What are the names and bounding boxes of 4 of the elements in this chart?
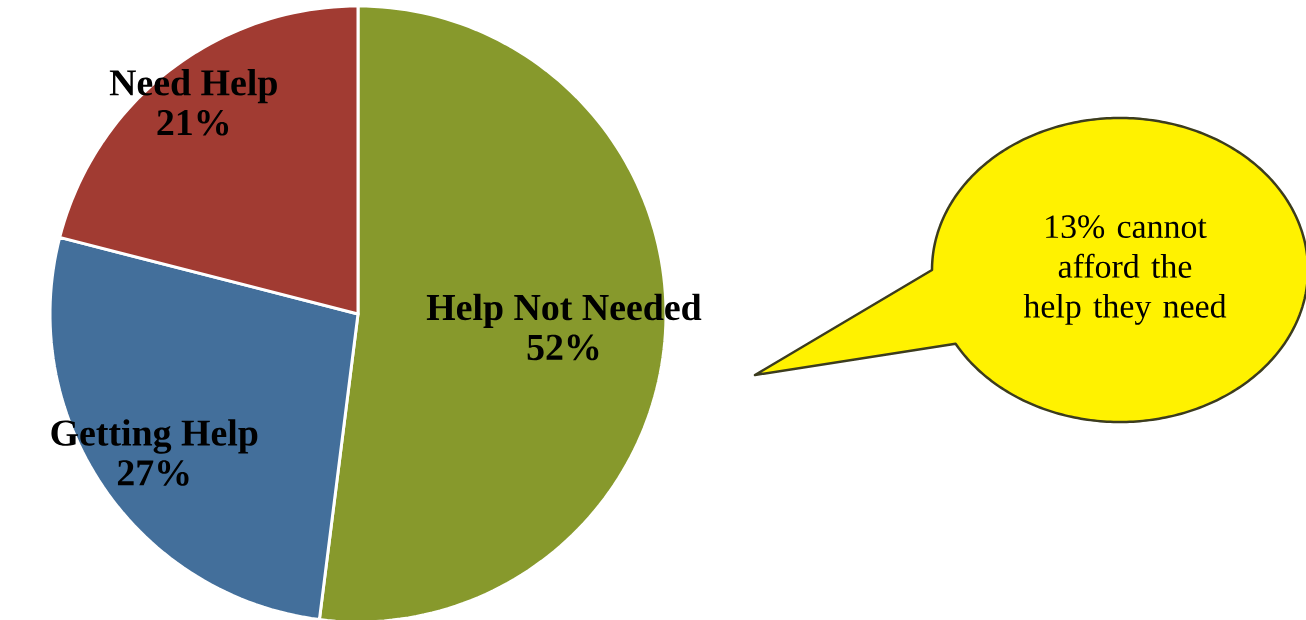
data-label: 52% [527,334,599,361]
text: 13% cannot afford the help they need [1023,215,1227,325]
data-label: 21% [157,109,229,136]
data-label: 27% [117,460,189,486]
